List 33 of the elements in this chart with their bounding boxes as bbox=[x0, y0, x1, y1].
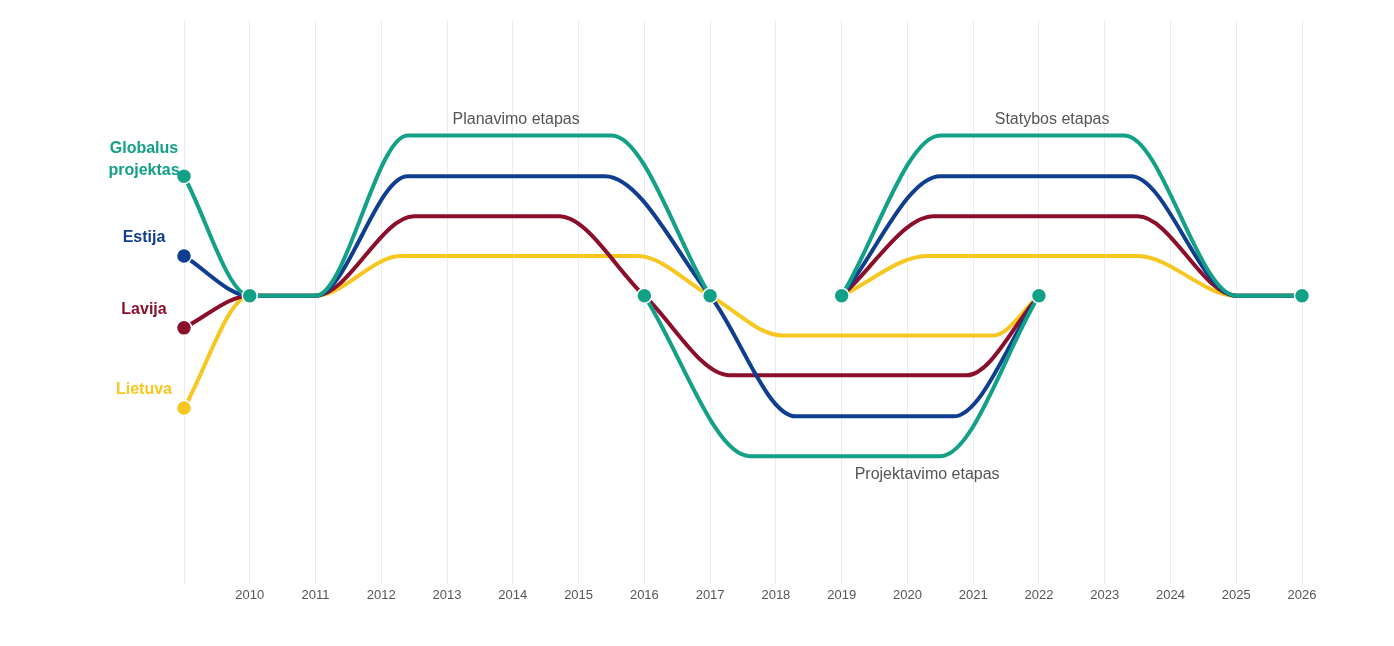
point bbox=[175, 247, 193, 265]
point bbox=[175, 319, 193, 337]
x-tick-label: 2016 bbox=[629, 586, 659, 602]
series-label: Lietuva bbox=[115, 380, 173, 398]
x-tick-label: 2019 bbox=[827, 586, 857, 602]
series-label: Globalus projektas bbox=[108, 138, 180, 178]
point bbox=[701, 287, 719, 305]
x-tick-label: 2011 bbox=[301, 586, 330, 602]
point bbox=[175, 399, 193, 417]
series-label: Estija bbox=[122, 228, 166, 246]
annotation: Statybos etapas bbox=[994, 109, 1110, 127]
x-tick-label: 2018 bbox=[761, 586, 791, 602]
point bbox=[1293, 287, 1311, 305]
point bbox=[833, 287, 850, 305]
point bbox=[241, 287, 259, 305]
x-tick-label: 2022 bbox=[1024, 586, 1054, 602]
series-label: Lavija bbox=[121, 300, 167, 318]
x-tick-label: 2024 bbox=[1156, 586, 1185, 602]
x-tick-label: 2013 bbox=[432, 586, 462, 602]
x-tick-label: 2026 bbox=[1287, 586, 1317, 602]
x-tick-label: 2015 bbox=[564, 586, 594, 602]
annotation: Projektavimo etapas bbox=[854, 464, 1000, 482]
x-tick-label: 2010 bbox=[235, 586, 265, 602]
x-tick-label: 2025 bbox=[1221, 586, 1251, 602]
x-tick-label: 2017 bbox=[695, 586, 725, 602]
point bbox=[636, 287, 653, 305]
annotation: Planavimo etapas bbox=[452, 109, 580, 127]
x-tick-label: 2023 bbox=[1090, 586, 1120, 602]
point bbox=[1030, 287, 1048, 305]
x-tick-label: 2020 bbox=[892, 586, 922, 602]
x-tick-label: 2014 bbox=[498, 586, 528, 602]
x-tick-label: 2012 bbox=[366, 586, 396, 602]
x-tick-label: 2021 bbox=[958, 586, 988, 602]
